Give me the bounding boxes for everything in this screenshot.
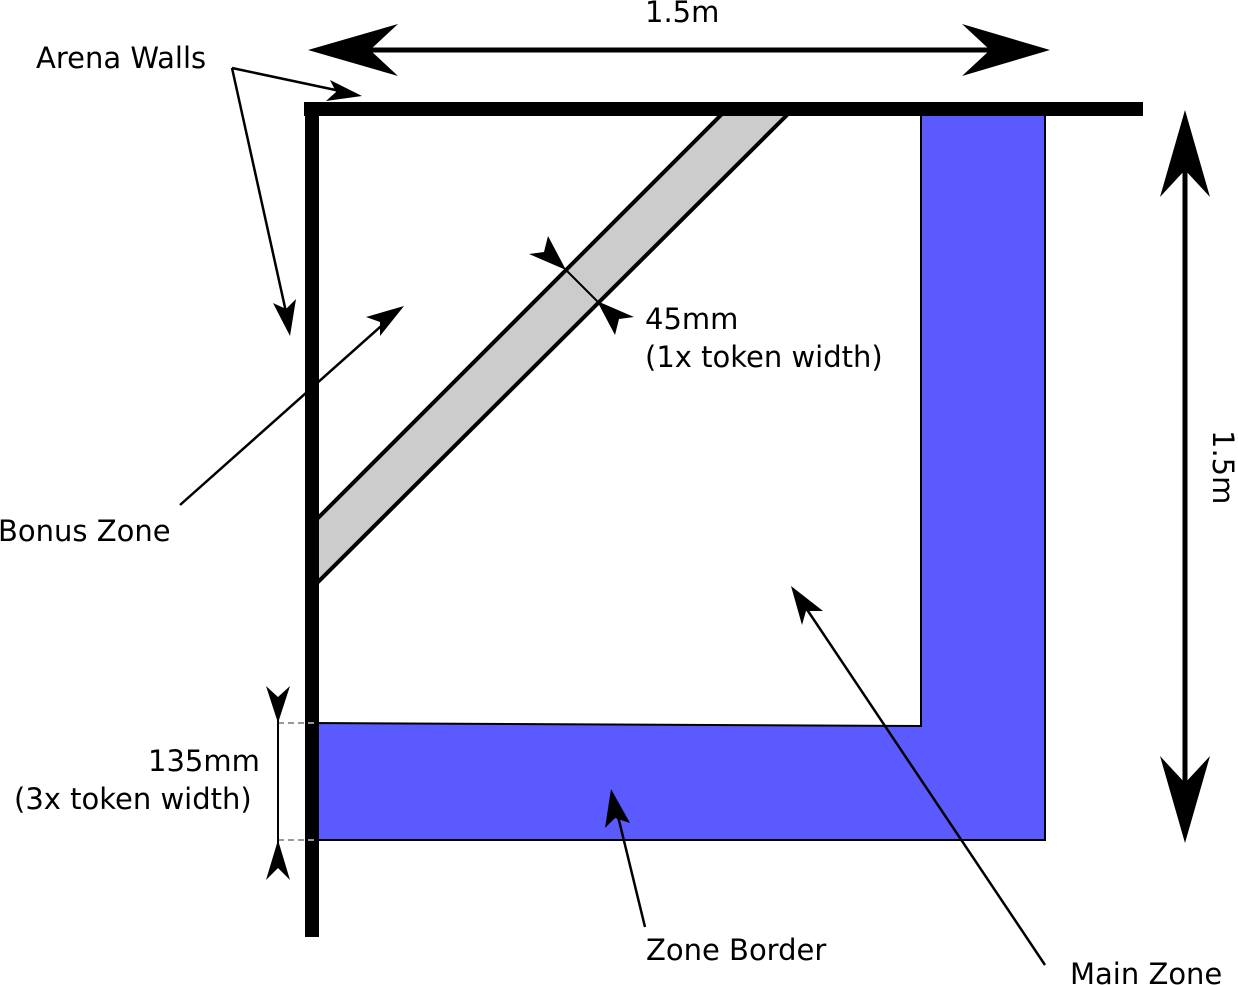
zone-border-label: Zone Border bbox=[646, 933, 826, 967]
main-zone-label: Main Zone bbox=[1070, 957, 1222, 985]
border-width-dimension bbox=[266, 686, 318, 880]
width-dimension-label: 1.5m bbox=[645, 0, 719, 29]
bonus-width-value: 45mm bbox=[645, 302, 738, 336]
border-width-note: (3x token width) bbox=[14, 782, 252, 816]
bonus-zone-label: Bonus Zone bbox=[0, 514, 171, 548]
main-zone-pointer bbox=[791, 586, 1047, 966]
height-dimension-label: 1.5m bbox=[1206, 430, 1238, 504]
border-width-value: 135mm bbox=[148, 744, 260, 778]
bonus-zone-pointer bbox=[179, 306, 404, 506]
zone-border-pointer bbox=[605, 789, 647, 928]
width-dimension-arrow bbox=[308, 24, 1050, 76]
height-dimension-arrow bbox=[1160, 110, 1210, 843]
arena-walls-pointer bbox=[230, 66, 362, 336]
bonus-width-note: (1x token width) bbox=[645, 340, 883, 374]
arena-walls-label: Arena Walls bbox=[36, 41, 206, 75]
bonus-width-dimension bbox=[529, 236, 634, 335]
